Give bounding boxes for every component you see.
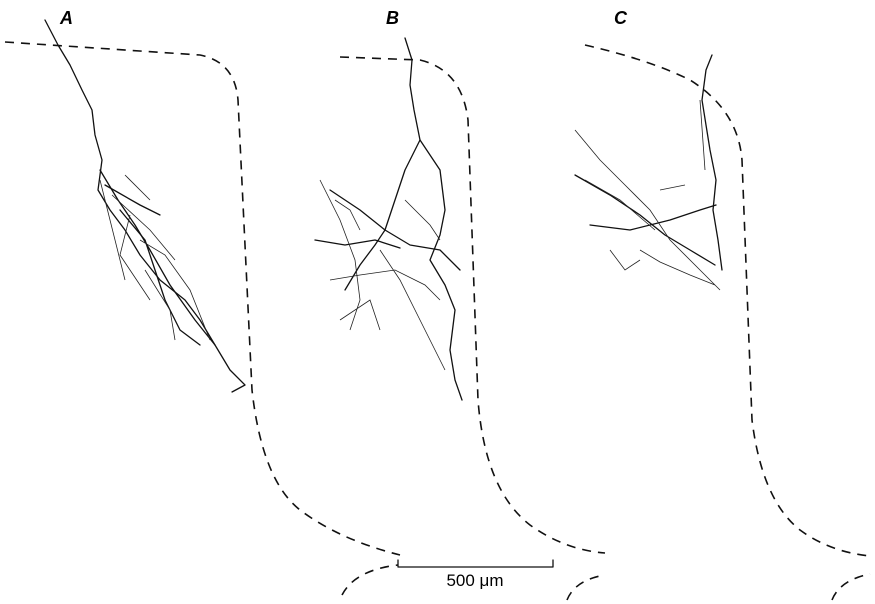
panel-label: A — [59, 8, 73, 28]
neuron-a — [44, 19, 246, 393]
outlines — [4, 41, 871, 601]
panel-label: C — [614, 8, 628, 28]
panel-label: B — [386, 8, 399, 28]
neuron-b — [314, 37, 463, 401]
scale-label: 500 μm — [446, 571, 503, 590]
scale-bar: 500 μm — [397, 559, 554, 590]
neuron-c — [574, 54, 723, 291]
